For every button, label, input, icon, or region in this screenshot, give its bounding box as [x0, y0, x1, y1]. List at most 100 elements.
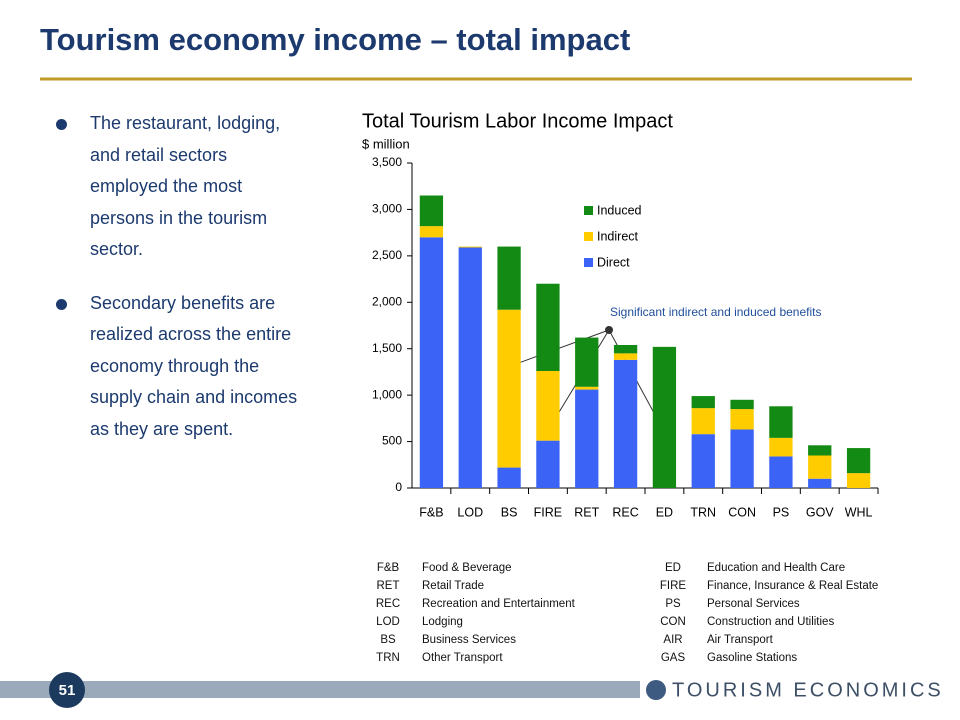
- glossary-row: TRN Other Transport GAS Gasoline Stations: [362, 649, 932, 667]
- y-tick-label: 500: [382, 434, 402, 448]
- glossary-row: REC Recreation and Entertainment PS Persona…: [362, 595, 932, 613]
- glossary-description: Construction and Utilities: [707, 616, 835, 628]
- glossary-description: Personal Services: [707, 598, 800, 610]
- bar-segment: [458, 247, 482, 488]
- glossary-row: LOD Lodging CON Construction and Utilities: [362, 613, 932, 631]
- bar-segment: [691, 408, 715, 435]
- glossary-description: Finance, Insurance & Real Estate: [707, 580, 879, 592]
- bar-segment: [769, 437, 793, 457]
- bar-segment: [497, 309, 521, 468]
- y-tick-label: 2,500: [372, 248, 402, 262]
- logo: TOURISM ECONOMICS: [672, 679, 944, 701]
- glossary-abbr: ED: [665, 562, 681, 574]
- bar-segment: [769, 456, 793, 488]
- bar-segment: [730, 409, 754, 430]
- legend-label: Induced: [597, 203, 642, 217]
- bar-segment: [536, 440, 560, 488]
- bar-segment: [613, 359, 638, 488]
- bar-segment: [808, 478, 832, 488]
- bar-segment: [419, 226, 444, 238]
- annotation: Significant indirect and induced benefit…: [610, 305, 821, 319]
- glossary-description: Recreation and Entertainment: [422, 598, 575, 610]
- bar-segment: [536, 371, 560, 441]
- x-tick-label: CON: [728, 505, 756, 519]
- page-number: 51: [59, 682, 76, 699]
- glossary: F&B Food & Beverage ED Education and Health…: [362, 559, 932, 667]
- glossary-description: Other Transport: [422, 652, 503, 664]
- glossary-abbr: GAS: [660, 652, 686, 664]
- bar-segment: [730, 399, 754, 410]
- slide-title: Tourism economy income – total impact: [40, 22, 631, 57]
- x-tick-label: F&B: [419, 505, 443, 519]
- page-badge: [49, 672, 85, 708]
- x-tick-label: GOV: [806, 505, 834, 519]
- glossary-description: Food & Beverage: [422, 562, 512, 574]
- bar-segment: [458, 246, 482, 248]
- glossary-abbr: PS: [665, 598, 681, 610]
- glossary-abbr: REC: [375, 598, 401, 610]
- glossary-row: F&B Food & Beverage ED Education and Health…: [362, 559, 932, 577]
- glossary-row: BS Business Services AIR Air Transport: [362, 631, 932, 649]
- bar-segment: [575, 337, 599, 387]
- bar-segment: [575, 386, 599, 390]
- bar-segment: [613, 353, 638, 360]
- glossary-description: Gasoline Stations: [707, 652, 798, 664]
- x-tick-label: FIRE: [534, 505, 562, 519]
- glossary-description: Business Services: [422, 634, 516, 646]
- bar-segment: [613, 345, 638, 354]
- glossary-description: Air Transport: [707, 634, 773, 646]
- x-tick-label: WHL: [845, 505, 873, 519]
- legend-swatch: [584, 206, 593, 215]
- logo-globe: [646, 680, 666, 700]
- glossary-description: Lodging: [422, 616, 463, 628]
- x-tick-label: LOD: [457, 505, 483, 519]
- glossary-abbr: AIR: [663, 634, 683, 646]
- legend-label: Direct: [597, 255, 630, 269]
- glossary-abbr: TRN: [376, 652, 400, 664]
- x-tick-label: RET: [574, 505, 599, 519]
- x-tick-label: PS: [773, 505, 790, 519]
- bar-segment: [497, 246, 521, 310]
- y-tick-label: 1,500: [372, 341, 402, 355]
- legend-label: Indirect: [597, 229, 639, 243]
- y-axis-label: $ million: [362, 136, 410, 151]
- y-tick-label: 3,500: [372, 155, 402, 169]
- bar-segment: [691, 434, 715, 488]
- bar-segment: [808, 455, 832, 479]
- glossary-abbr: FIRE: [659, 580, 687, 592]
- bar-segment: [419, 237, 444, 488]
- bar-segment: [846, 473, 871, 488]
- chart-title: Total Tourism Labor Income Impact: [362, 110, 673, 132]
- glossary-abbr: RET: [376, 580, 400, 592]
- bullet: The restaurant, lodging, and retail sect…: [50, 108, 310, 266]
- bar-segment: [497, 467, 521, 488]
- x-tick-label: BS: [501, 505, 518, 519]
- bar-segment: [575, 389, 599, 488]
- bar-segment: [419, 195, 444, 227]
- x-tick-label: TRN: [690, 505, 716, 519]
- bar-segment: [769, 406, 793, 438]
- x-tick-label: ED: [656, 505, 673, 519]
- bar-segment: [846, 448, 871, 474]
- y-tick-label: 2,000: [372, 294, 402, 308]
- bar-segment: [808, 445, 832, 456]
- glossary-abbr: CON: [660, 616, 686, 628]
- y-tick-label: 0: [395, 480, 402, 494]
- bullets: The restaurant, lodging, and retail sect…: [50, 108, 310, 467]
- glossary-abbr: F&B: [376, 562, 400, 574]
- bar-segment: [730, 429, 754, 488]
- glossary-abbr: LOD: [376, 616, 400, 628]
- glossary-abbr: BS: [380, 634, 396, 646]
- y-tick-label: 1,000: [372, 387, 402, 401]
- glossary-description: Retail Trade: [422, 580, 485, 592]
- bar-segment: [691, 396, 715, 409]
- glossary-row: RET Retail Trade FIRE Finance, Insurance & …: [362, 577, 932, 595]
- x-tick-label: REC: [612, 505, 638, 519]
- legend-swatch: [584, 232, 593, 241]
- bullet: Secondary benefits are realized across t…: [50, 288, 310, 446]
- y-tick-label: 3,000: [372, 202, 402, 216]
- legend-swatch: [584, 258, 593, 267]
- footer-bar: [0, 681, 640, 698]
